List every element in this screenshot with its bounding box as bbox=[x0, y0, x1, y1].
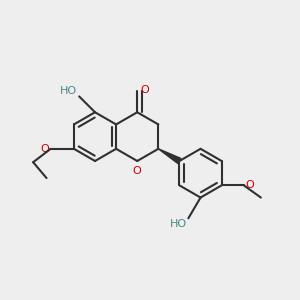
Polygon shape bbox=[158, 149, 181, 164]
Text: O: O bbox=[133, 166, 142, 176]
Text: O: O bbox=[40, 144, 49, 154]
Text: O: O bbox=[245, 180, 254, 190]
Text: HO: HO bbox=[60, 85, 77, 95]
Text: O: O bbox=[141, 85, 149, 95]
Text: HO: HO bbox=[169, 219, 187, 229]
